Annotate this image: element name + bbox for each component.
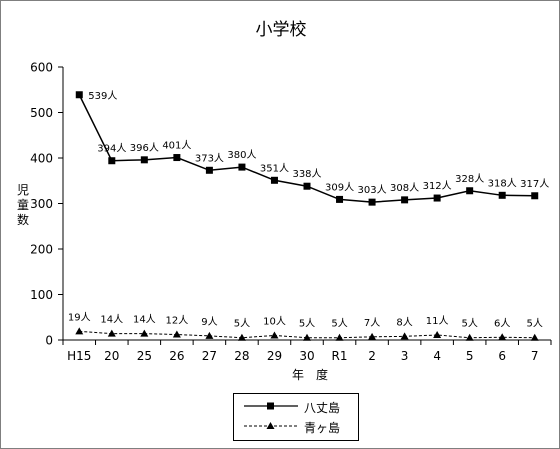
legend-item-series-1: 青ヶ島 <box>234 417 358 437</box>
data-point <box>466 187 474 195</box>
x-tick-label: 4 <box>433 349 441 363</box>
data-point <box>401 196 409 204</box>
x-tick-label: 30 <box>299 349 314 363</box>
data-label: 11人 <box>426 315 449 327</box>
data-point <box>498 191 506 199</box>
data-point <box>336 195 344 203</box>
data-label: 328人 <box>455 173 484 185</box>
data-point <box>303 333 311 341</box>
data-point <box>270 176 278 184</box>
data-point <box>465 333 474 341</box>
data-point <box>433 330 442 338</box>
y-tick-label: 300 <box>30 197 53 211</box>
data-point <box>303 182 311 190</box>
x-tick-label: 2 <box>368 349 376 363</box>
data-point <box>368 198 376 206</box>
data-point <box>205 166 213 174</box>
data-point <box>75 91 83 99</box>
legend-item-series-0: 八丈島 <box>234 397 358 417</box>
x-tick-label: 7 <box>531 349 539 363</box>
y-tick-label: 400 <box>30 152 53 166</box>
data-point <box>238 163 246 171</box>
x-tick-label: 27 <box>202 349 217 363</box>
data-label: 12人 <box>165 315 188 327</box>
x-tick-label: 20 <box>104 349 119 363</box>
data-label: 309人 <box>325 181 354 193</box>
y-tick-label: 0 <box>45 334 53 348</box>
series-line-1 <box>79 330 535 339</box>
data-label: 539人 <box>88 90 117 102</box>
x-tick-label: 3 <box>401 349 409 363</box>
chart-title: 小学校 <box>256 20 307 40</box>
data-label: 308人 <box>390 182 419 194</box>
y-tick-label: 500 <box>30 106 53 120</box>
data-point <box>270 331 279 339</box>
data-label: 5人 <box>461 318 477 330</box>
x-axis-label: 年 度 <box>292 367 328 382</box>
data-point <box>498 333 507 341</box>
y-tick-label: 600 <box>30 61 53 75</box>
x-tick-label: 25 <box>137 349 152 363</box>
data-label: 9人 <box>201 316 217 328</box>
x-tick-label: 28 <box>234 349 249 363</box>
data-label: 5人 <box>331 318 347 330</box>
data-point <box>433 194 441 202</box>
legend-label: 青ヶ島 <box>304 421 341 435</box>
data-label: 6人 <box>494 317 510 329</box>
x-tick-label: 29 <box>267 349 282 363</box>
data-point <box>368 332 377 340</box>
data-label: 5人 <box>234 318 250 330</box>
data-point <box>75 327 84 335</box>
data-label: 8人 <box>396 316 412 328</box>
data-point <box>140 329 149 337</box>
data-label: 338人 <box>292 168 321 180</box>
data-point <box>400 332 409 340</box>
x-tick-label: 26 <box>169 349 184 363</box>
data-label: 394人 <box>97 143 126 155</box>
data-point <box>172 330 181 338</box>
data-label: 318人 <box>488 177 517 189</box>
x-tick-label: 5 <box>466 349 474 363</box>
data-label: 303人 <box>358 184 387 196</box>
data-label: 351人 <box>260 162 289 174</box>
data-label: 19人 <box>68 311 91 323</box>
y-axis-label: 児童数 <box>16 183 29 227</box>
data-label: 401人 <box>162 140 191 152</box>
data-point <box>173 154 181 162</box>
data-label: 312人 <box>423 180 452 192</box>
data-point <box>530 333 539 341</box>
y-tick-label: 200 <box>30 243 53 257</box>
legend-label: 八丈島 <box>304 401 341 415</box>
x-tick-label: R1 <box>332 349 348 363</box>
data-label: 14人 <box>133 314 156 326</box>
legend-swatch-triangle-icon <box>244 422 298 429</box>
data-point <box>237 333 246 341</box>
x-tick-label: H15 <box>67 349 91 363</box>
data-label: 5人 <box>299 318 315 330</box>
data-label: 5人 <box>527 318 543 330</box>
data-label: 317人 <box>520 178 549 190</box>
x-tick-label: 6 <box>498 349 506 363</box>
data-point <box>531 192 539 200</box>
y-tick-label: 100 <box>30 288 53 302</box>
data-point <box>335 333 344 341</box>
data-label: 373人 <box>195 152 224 164</box>
data-point <box>108 157 116 165</box>
data-point <box>140 156 148 164</box>
legend-swatch-square-icon <box>244 402 298 410</box>
data-label: 14人 <box>100 314 123 326</box>
data-label: 396人 <box>130 142 159 154</box>
data-label: 7人 <box>364 317 380 329</box>
legend: 八丈島 青ヶ島 <box>233 393 359 441</box>
data-label: 380人 <box>227 149 256 161</box>
data-point <box>107 329 116 337</box>
data-point <box>205 331 214 339</box>
data-label: 10人 <box>263 315 286 327</box>
